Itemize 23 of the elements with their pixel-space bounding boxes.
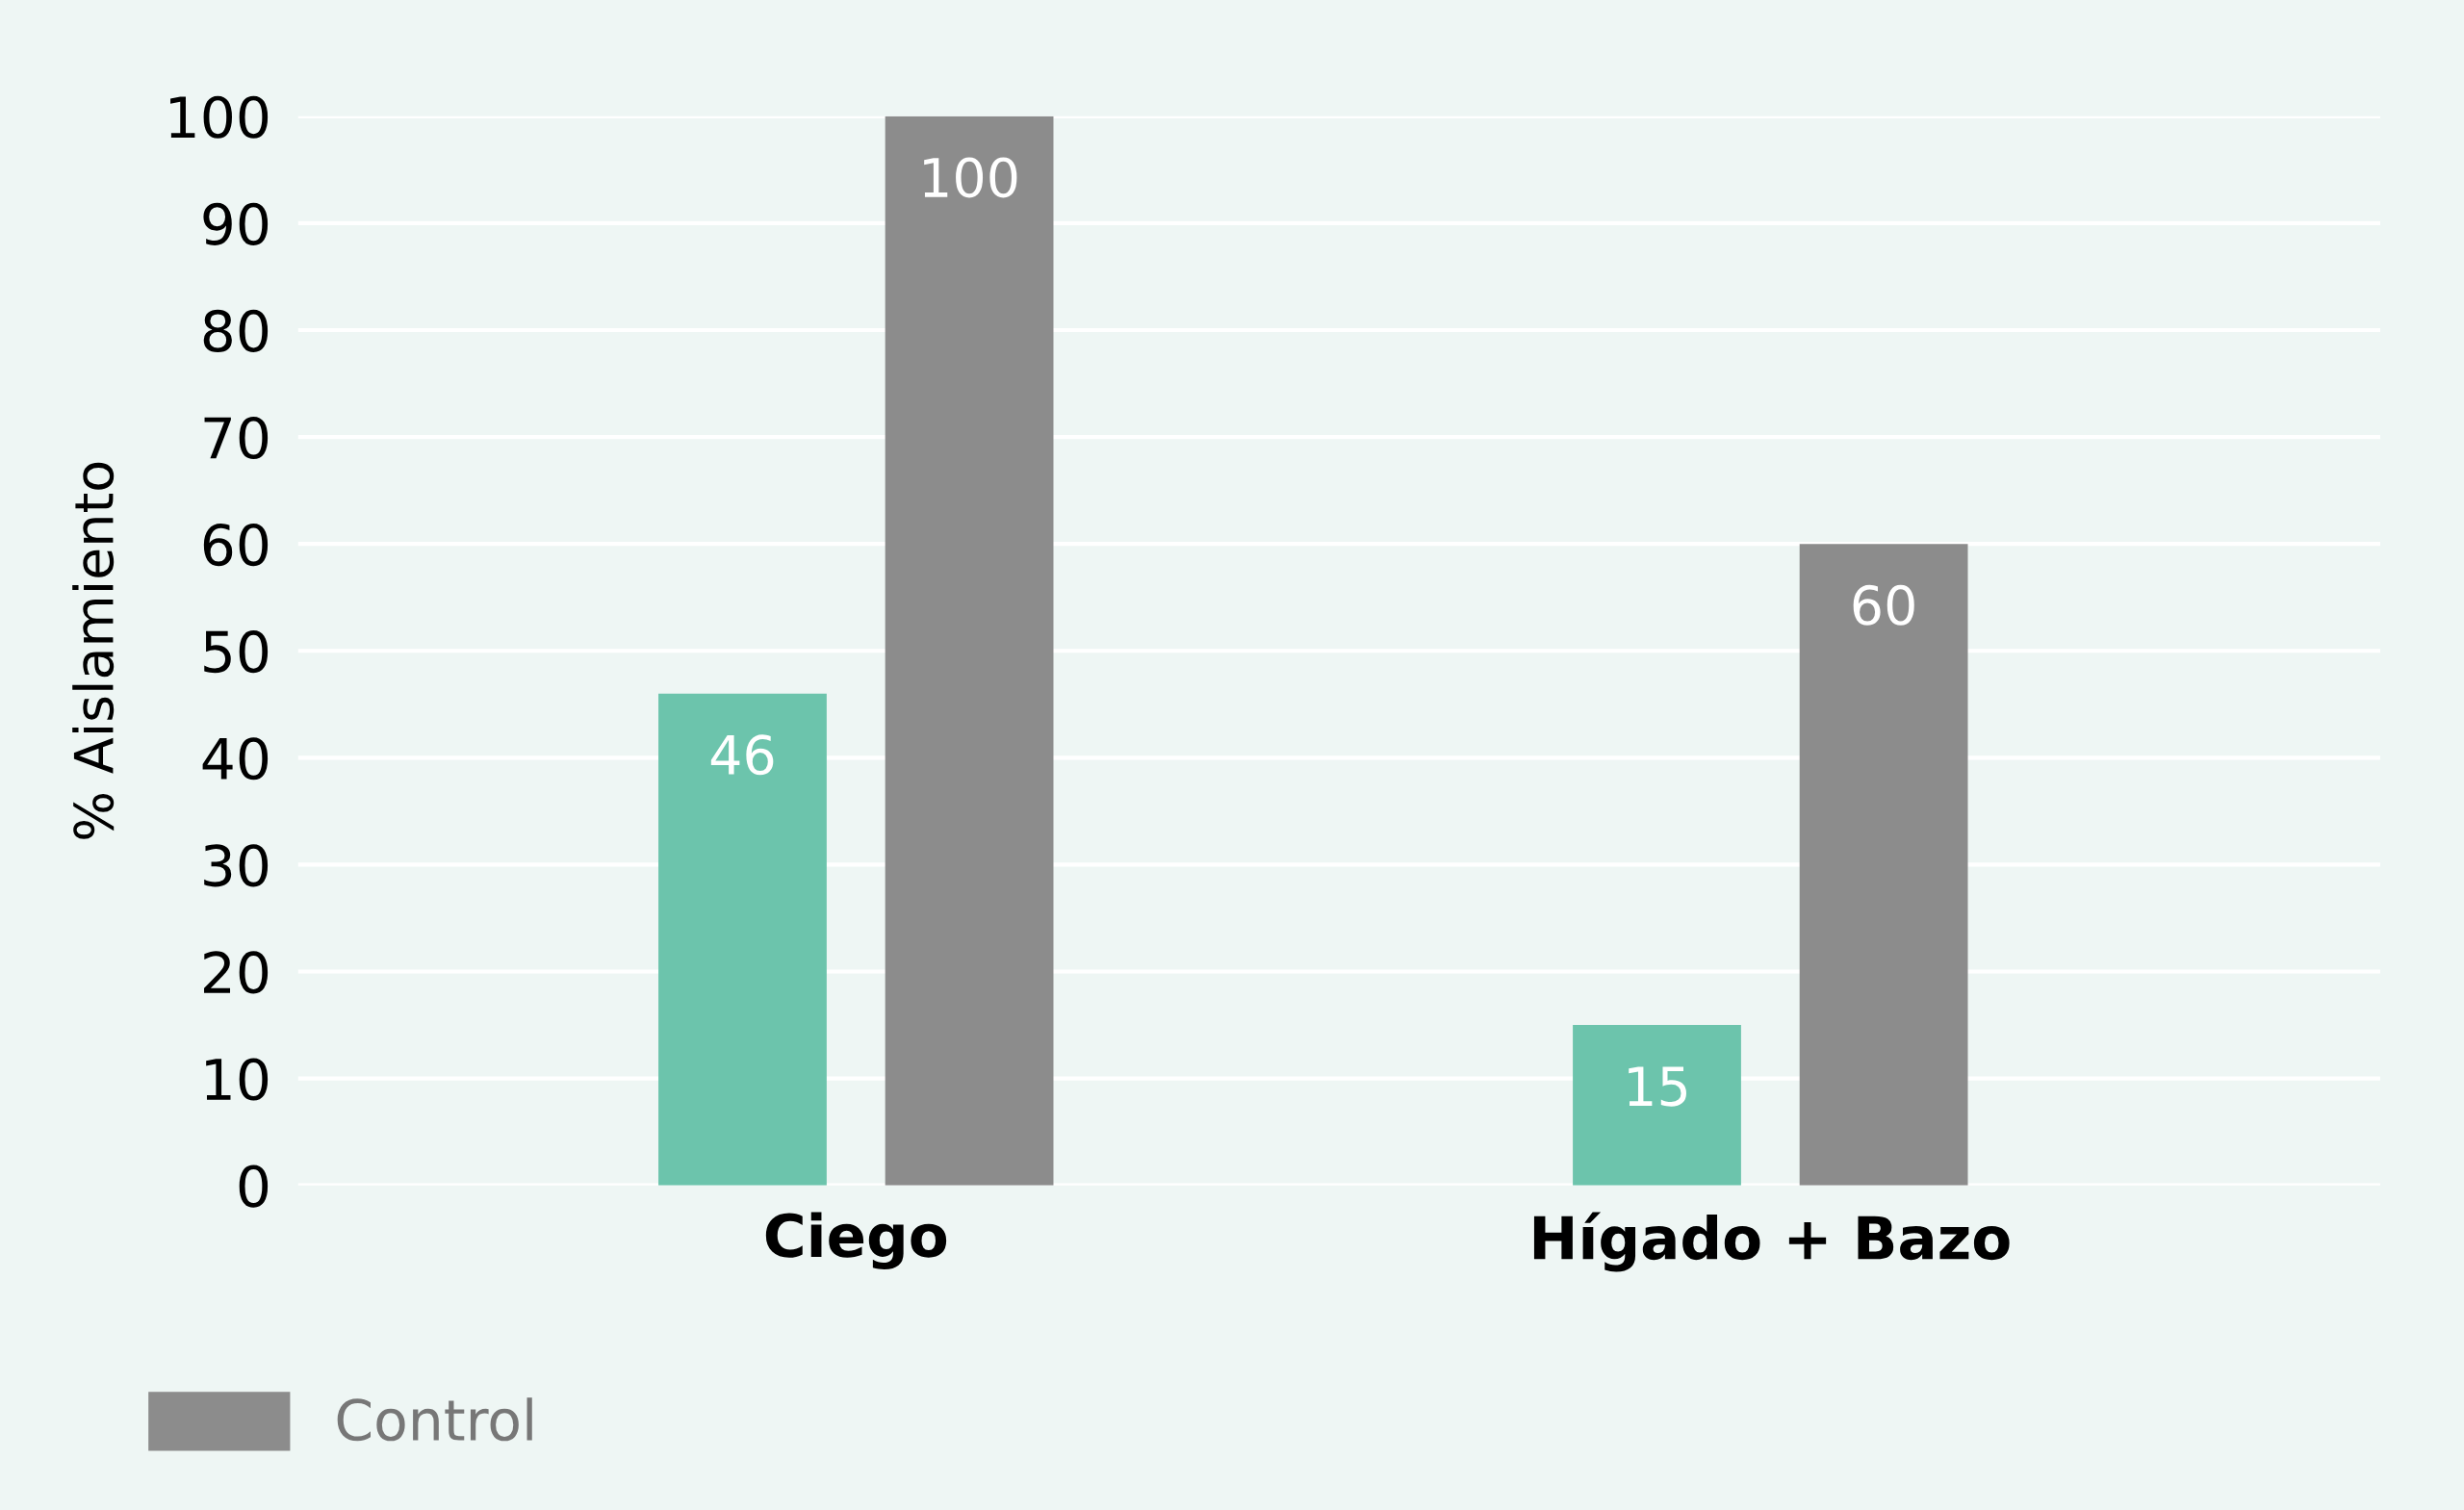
data-label: 60 [1853,584,1914,626]
y-tick-label: 10 [206,1058,269,1101]
data-label: 46 [710,734,774,776]
y-tick-label: 30 [204,844,269,887]
y-tick-label: 90 [203,202,269,245]
y-axis-title: % Aislamiento [72,462,115,839]
data-label: 100 [924,157,1017,198]
y-tick-label: 0 [239,1164,269,1208]
data-label: 15 [1629,1066,1686,1107]
bar [658,693,827,1186]
bar [1573,1025,1741,1186]
y-tick-label: 80 [203,309,269,352]
y-tick-label: 70 [204,416,269,460]
y-tick-label: 60 [203,524,269,567]
y-tick-label: 40 [202,737,269,781]
bar [1799,544,1968,1186]
x-tick-label: Hígado + Bazo [1533,1212,2010,1272]
legend-label: Control [337,1397,532,1442]
y-tick-label: 100 [170,95,269,139]
y-tick-label: 50 [204,630,269,674]
x-tick-label: Ciego [765,1212,947,1270]
bar [885,115,1054,1186]
y-tick-label: 20 [204,951,269,994]
